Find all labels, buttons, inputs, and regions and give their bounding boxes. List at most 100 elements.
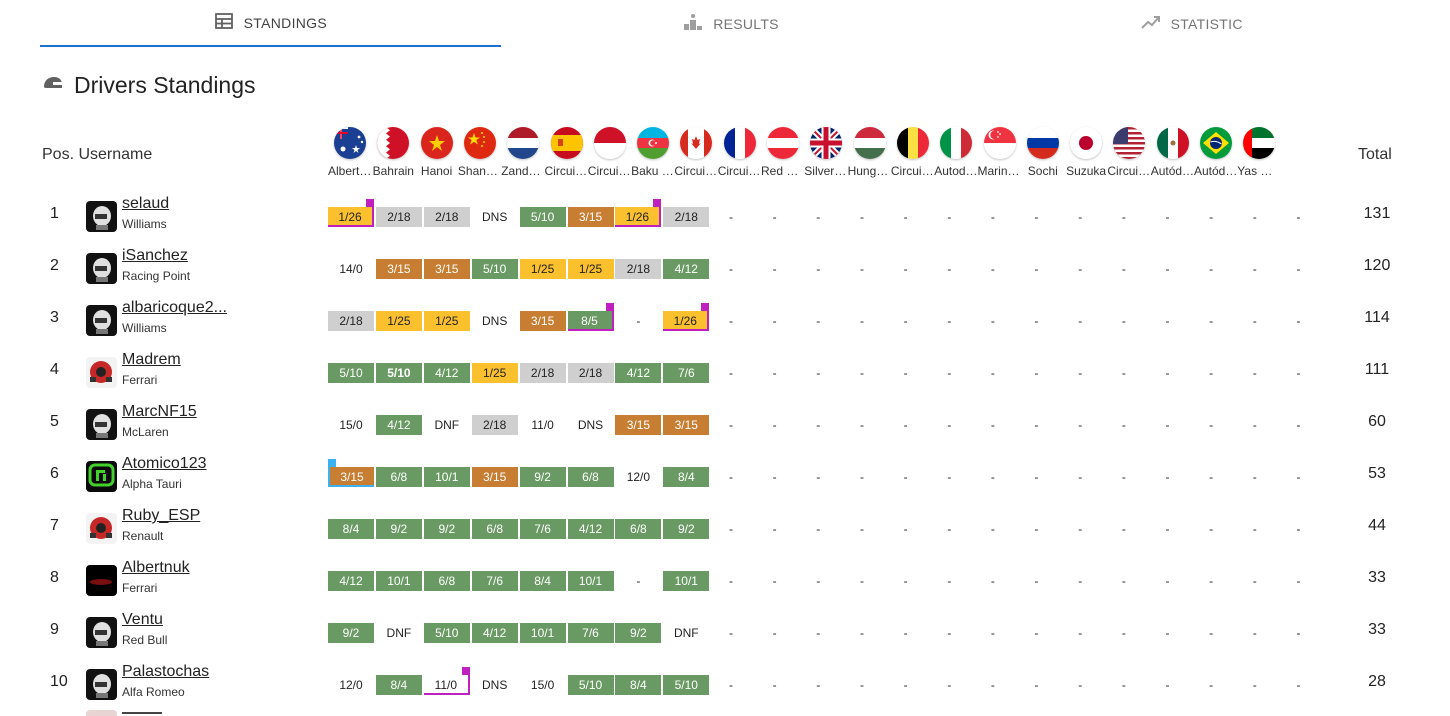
- race-header[interactable]: Hungaroring: [848, 127, 892, 178]
- result-cell[interactable]: 10/1: [519, 623, 566, 643]
- result-cell[interactable]: 9/2: [423, 519, 470, 539]
- result-cell[interactable]: 4/12: [663, 259, 710, 279]
- result-cell[interactable]: 10/1: [423, 467, 470, 487]
- username-link[interactable]: Ventu: [122, 611, 163, 628]
- username-link[interactable]: iSanchez: [122, 247, 188, 264]
- result-cell[interactable]: 8/4: [519, 571, 566, 591]
- result-cell[interactable]: 15/0: [530, 678, 555, 692]
- result-cell[interactable]: 7/6: [663, 363, 710, 383]
- race-header[interactable]: Zandvoort: [501, 127, 545, 178]
- result-cell[interactable]: 6/8: [375, 467, 422, 487]
- race-header[interactable]: Shanghai: [458, 127, 502, 178]
- result-cell[interactable]: 7/6: [471, 571, 518, 591]
- result-cell[interactable]: 8/4: [615, 675, 662, 695]
- username-link[interactable]: albaricoque2...: [122, 299, 227, 316]
- result-cell[interactable]: 7/6: [567, 623, 614, 643]
- result-cell[interactable]: -: [636, 574, 641, 588]
- username-link[interactable]: Ruby_ESP: [122, 507, 201, 524]
- race-header[interactable]: Circuit Gilles Villeneuve: [674, 127, 718, 178]
- result-cell[interactable]: DNF: [386, 626, 412, 640]
- result-cell[interactable]: 8/4: [328, 519, 374, 539]
- result-cell[interactable]: DNF: [434, 418, 460, 432]
- result-cell[interactable]: 1/25: [375, 311, 422, 331]
- result-cell[interactable]: 10/1: [663, 571, 710, 591]
- result-cell[interactable]: 2/18: [423, 207, 470, 227]
- race-header[interactable]: Yas Marina: [1237, 127, 1281, 178]
- result-cell[interactable]: 9/2: [663, 519, 710, 539]
- race-header[interactable]: Circuit de Spa: [891, 127, 935, 178]
- result-cell[interactable]: 4/12: [375, 415, 422, 435]
- result-cell[interactable]: 8/5: [567, 303, 614, 331]
- result-cell[interactable]: -: [636, 314, 641, 328]
- result-cell[interactable]: 3/15: [567, 207, 614, 227]
- result-cell[interactable]: 4/12: [328, 571, 374, 591]
- username-link[interactable]: Palastochas: [122, 663, 210, 680]
- result-cell[interactable]: 2/18: [375, 207, 422, 227]
- result-cell[interactable]: 6/8: [567, 467, 614, 487]
- result-cell[interactable]: 6/8: [471, 519, 518, 539]
- result-cell[interactable]: 2/18: [328, 311, 374, 331]
- result-cell[interactable]: 1/25: [567, 259, 614, 279]
- result-cell[interactable]: 8/4: [375, 675, 422, 695]
- result-cell[interactable]: 1/25: [519, 259, 566, 279]
- result-cell[interactable]: 3/15: [328, 459, 374, 487]
- result-cell[interactable]: DNF: [673, 626, 699, 640]
- result-cell[interactable]: 5/10: [423, 623, 470, 643]
- result-cell[interactable]: 12/0: [626, 470, 651, 484]
- result-cell[interactable]: 11/0: [531, 418, 554, 432]
- result-cell[interactable]: 3/15: [375, 259, 422, 279]
- result-cell[interactable]: 3/15: [663, 415, 710, 435]
- result-cell[interactable]: 5/10: [375, 363, 422, 383]
- username-link[interactable]: MarcNF15: [122, 403, 197, 420]
- result-cell[interactable]: 2/18: [519, 363, 566, 383]
- race-header[interactable]: Suzuka: [1064, 127, 1108, 178]
- username-link[interactable]: selaud: [122, 195, 170, 212]
- result-cell[interactable]: 3/15: [519, 311, 566, 331]
- result-cell[interactable]: 4/12: [567, 519, 614, 539]
- result-cell[interactable]: 5/10: [471, 259, 518, 279]
- race-header[interactable]: Autodromo Monza: [934, 127, 978, 178]
- tab-standings[interactable]: STANDINGS: [40, 0, 501, 47]
- result-cell[interactable]: 10/1: [375, 571, 422, 591]
- result-cell[interactable]: DNS: [577, 418, 604, 432]
- result-cell[interactable]: 4/12: [615, 363, 662, 383]
- result-cell[interactable]: 2/18: [663, 207, 710, 227]
- result-cell[interactable]: 6/8: [615, 519, 662, 539]
- username-link[interactable]: Albertnuk: [122, 559, 190, 576]
- result-cell[interactable]: 8/4: [663, 467, 710, 487]
- race-header[interactable]: Circuit de Monaco: [588, 127, 632, 178]
- result-cell[interactable]: DNS: [482, 210, 508, 224]
- result-cell[interactable]: 6/8: [423, 571, 470, 591]
- race-header[interactable]: Albert Park: [328, 127, 372, 178]
- result-cell[interactable]: 9/2: [615, 623, 662, 643]
- tab-results[interactable]: RESULTS: [501, 0, 962, 47]
- result-cell[interactable]: DNS: [482, 314, 508, 328]
- race-header[interactable]: Hanoi: [415, 127, 459, 178]
- race-header[interactable]: Autódromo Interlagos: [1194, 127, 1238, 178]
- result-cell[interactable]: 9/2: [519, 467, 566, 487]
- username-link[interactable]: Atomico123: [122, 455, 207, 472]
- result-cell[interactable]: 1/25: [423, 311, 470, 331]
- race-header[interactable]: Sochi: [1021, 127, 1065, 178]
- result-cell[interactable]: 12/0: [339, 678, 363, 692]
- race-header[interactable]: Red Bull Ring: [761, 127, 805, 178]
- result-cell[interactable]: 1/25: [471, 363, 518, 383]
- username-link[interactable]: Madrem: [122, 351, 181, 368]
- result-cell[interactable]: 3/15: [615, 415, 662, 435]
- result-cell[interactable]: 10/1: [567, 571, 614, 591]
- result-cell[interactable]: 5/10: [567, 675, 614, 695]
- race-header[interactable]: Autódromo Hermanos Rodríguez: [1151, 127, 1195, 178]
- result-cell[interactable]: 1/26: [615, 199, 662, 227]
- result-cell[interactable]: 5/10: [663, 675, 710, 695]
- result-cell[interactable]: 3/15: [423, 259, 470, 279]
- result-cell[interactable]: 1/26: [328, 199, 374, 227]
- result-cell[interactable]: DNS: [482, 678, 508, 692]
- result-cell[interactable]: 14/0: [339, 262, 363, 276]
- result-cell[interactable]: 7/6: [519, 519, 566, 539]
- result-cell[interactable]: 2/18: [615, 259, 662, 279]
- race-header[interactable]: Silverstone: [804, 127, 848, 178]
- race-header[interactable]: Circuit de Barcelona: [545, 127, 589, 178]
- result-cell[interactable]: 5/10: [328, 363, 374, 383]
- result-cell[interactable]: 9/2: [328, 623, 374, 643]
- result-cell[interactable]: 1/26: [663, 303, 710, 331]
